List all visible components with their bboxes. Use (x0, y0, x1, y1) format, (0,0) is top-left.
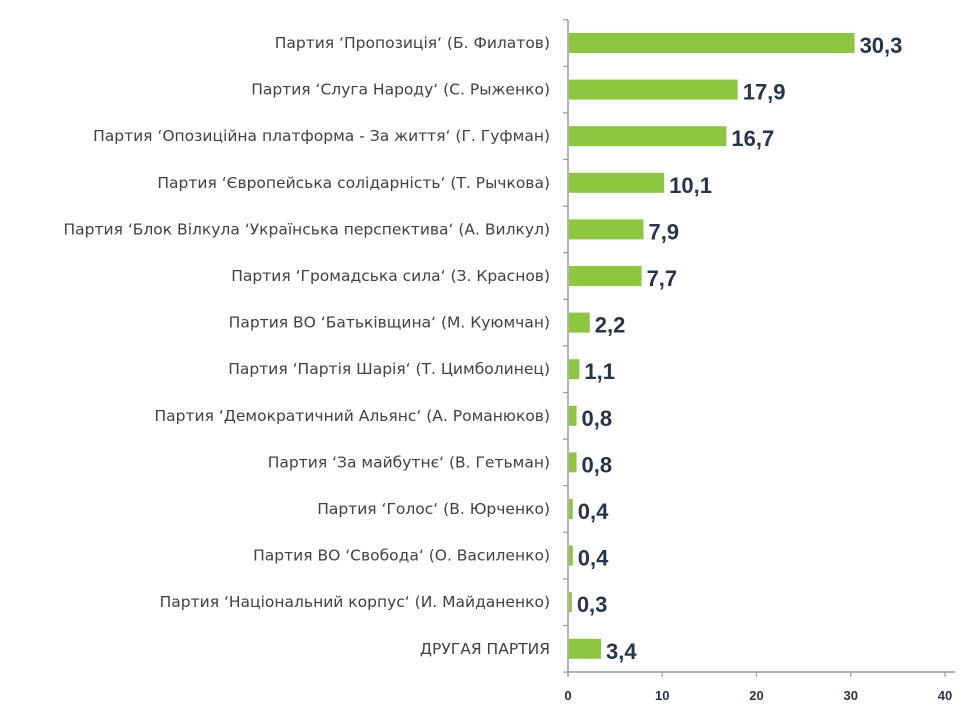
category-label: Партия ВО ‘Свобода‘ (О. Василенко) (253, 547, 550, 565)
category-label: Партия ‘Голос‘ (В. Юрченко) (317, 500, 550, 518)
category-label: Партия ‘Опозиційна платформа - За життя‘… (93, 127, 550, 145)
data-label: 0,8 (582, 406, 613, 431)
data-label: 0,8 (582, 452, 613, 477)
data-label: 16,7 (731, 126, 774, 151)
data-label: 2,2 (595, 313, 626, 338)
data-label: 0,4 (578, 499, 609, 524)
bar (569, 638, 602, 659)
x-tick-label: 0 (564, 688, 571, 703)
bar (569, 79, 738, 100)
bar (569, 266, 642, 286)
x-tick-label: 20 (749, 688, 763, 703)
category-label: Партия ‘Слуга Народу‘ (С. Рыженко) (251, 81, 550, 99)
data-label: 1,1 (584, 359, 615, 384)
bar (569, 172, 665, 193)
data-label: 0,3 (577, 592, 608, 617)
category-label: Партия ‘Блок Вілкула ‘Українська перспек… (63, 220, 550, 238)
bar (569, 33, 855, 53)
data-label: 17,9 (743, 80, 786, 105)
category-label: Партия ‘За майбутнє‘ (В. Гетьман) (268, 453, 550, 471)
category-label: ДРУГАЯ ПАРТИЯ (420, 640, 550, 658)
bar (569, 219, 644, 240)
bar (569, 405, 577, 426)
bar (569, 452, 577, 473)
bar (569, 359, 580, 380)
x-tick-label: 40 (938, 688, 952, 703)
category-label: Партия ‘Пропозиція‘ (Б. Филатов) (275, 34, 550, 52)
category-label: Партия ‘Європейська солідарність‘ (Т. Ры… (157, 174, 550, 192)
bar (569, 312, 590, 333)
bar (569, 592, 572, 613)
category-label: Партия ‘Демократичний Альянс‘ (А. Романю… (155, 407, 550, 425)
bar (569, 545, 573, 566)
bar (569, 499, 573, 519)
data-label: 3,4 (606, 639, 637, 664)
category-label: Партия ‘Громадська сила‘ (З. Краснов) (231, 267, 550, 285)
data-label: 7,9 (648, 219, 679, 244)
data-label: 30,3 (860, 33, 903, 58)
category-label: Партия ‘Партія Шарія‘ (Т. Цимболинец) (228, 360, 550, 378)
data-label: 7,7 (647, 266, 678, 291)
x-tick-label: 30 (844, 688, 858, 703)
x-tick-label: 10 (655, 688, 669, 703)
data-label: 0,4 (578, 546, 609, 571)
data-label: 10,1 (669, 173, 712, 198)
bar (569, 126, 727, 147)
category-label: Партия ‘Національний корпус‘ (И. Майдане… (160, 593, 550, 611)
category-label: Партия ВО ‘Батьківщина‘ (М. Куюмчан) (229, 314, 550, 332)
